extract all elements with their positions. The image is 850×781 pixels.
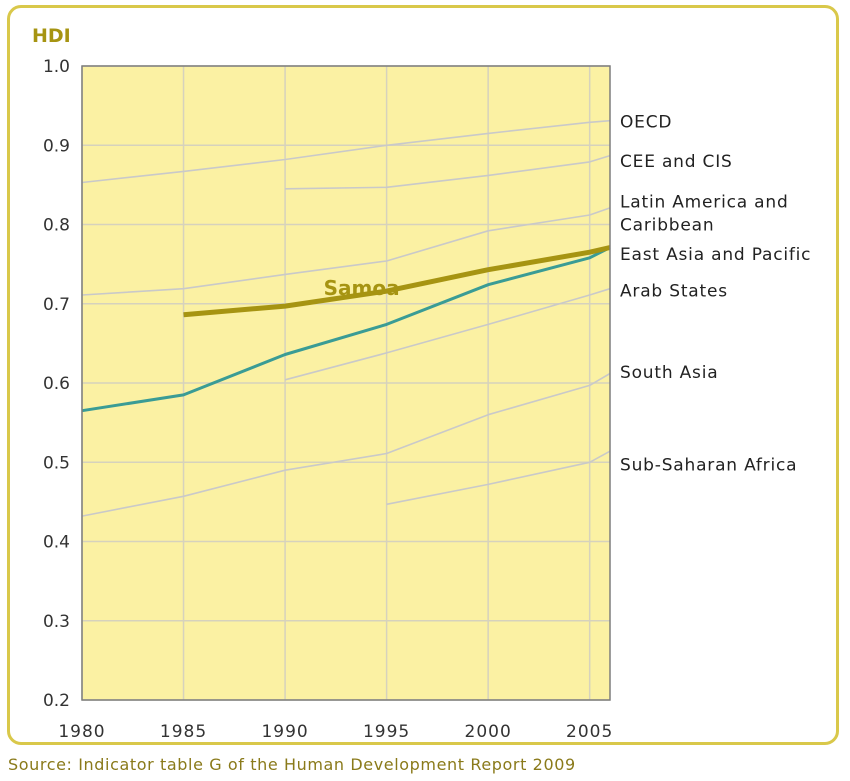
series-line-oecd — [81, 119, 611, 184]
series-line-latin-america-and-caribbean — [81, 207, 611, 296]
y-tick-label: 0.3 — [43, 612, 70, 632]
y-tick-label: 0.5 — [43, 453, 70, 473]
y-tick-label: 0.4 — [43, 533, 70, 553]
y-tick-label: 0.7 — [43, 295, 70, 315]
y-tick-label: 0.8 — [43, 216, 70, 236]
x-tick-label: 2005 — [566, 722, 613, 742]
x-tick-label: 1980 — [58, 722, 105, 742]
y-tick-label: 0.6 — [43, 374, 70, 394]
tick-labels: 1980 1985 1990 1995 2000 2005 0.2 0.3 0.4 0.5 0.6 0… — [43, 57, 613, 742]
series-line-samoa — [183, 245, 611, 318]
series-label: Latin America and — [620, 193, 789, 213]
series-line-arab-states — [284, 287, 611, 381]
source-note: Source: Indicator table G of the Human D… — [8, 755, 576, 774]
x-tick-label: 1985 — [160, 722, 207, 742]
y-tick-label: 0.2 — [43, 691, 70, 711]
series-label: CEE and CIS — [620, 152, 733, 172]
series-label: Arab States — [620, 281, 728, 301]
y-tick-label: 1.0 — [43, 57, 70, 77]
series-layer — [81, 119, 611, 517]
series-line-east-asia-and-pacific — [81, 246, 611, 413]
series-label: East Asia and Pacific — [620, 245, 811, 265]
series-label: South Asia — [620, 363, 718, 383]
y-tick-label: 0.9 — [43, 136, 70, 156]
series-line-cee-and-cis — [285, 154, 611, 190]
x-tick-label: 1990 — [261, 722, 308, 742]
samoa-annotation: Samoa — [324, 276, 400, 300]
series-label: Sub-Saharan Africa — [620, 456, 797, 476]
series-label: Caribbean — [620, 216, 714, 236]
y-axis-title: HDI — [32, 25, 71, 47]
series-label: OECD — [620, 112, 672, 132]
x-tick-label: 2000 — [465, 722, 512, 742]
series-line-sub-saharan-africa — [386, 450, 611, 506]
series-labels: OECD CEE and CIS Latin America and Caribbea… — [324, 112, 811, 476]
plot-border — [81, 65, 611, 701]
series-line-south-asia — [81, 372, 611, 517]
x-tick-label: 1995 — [363, 722, 410, 742]
